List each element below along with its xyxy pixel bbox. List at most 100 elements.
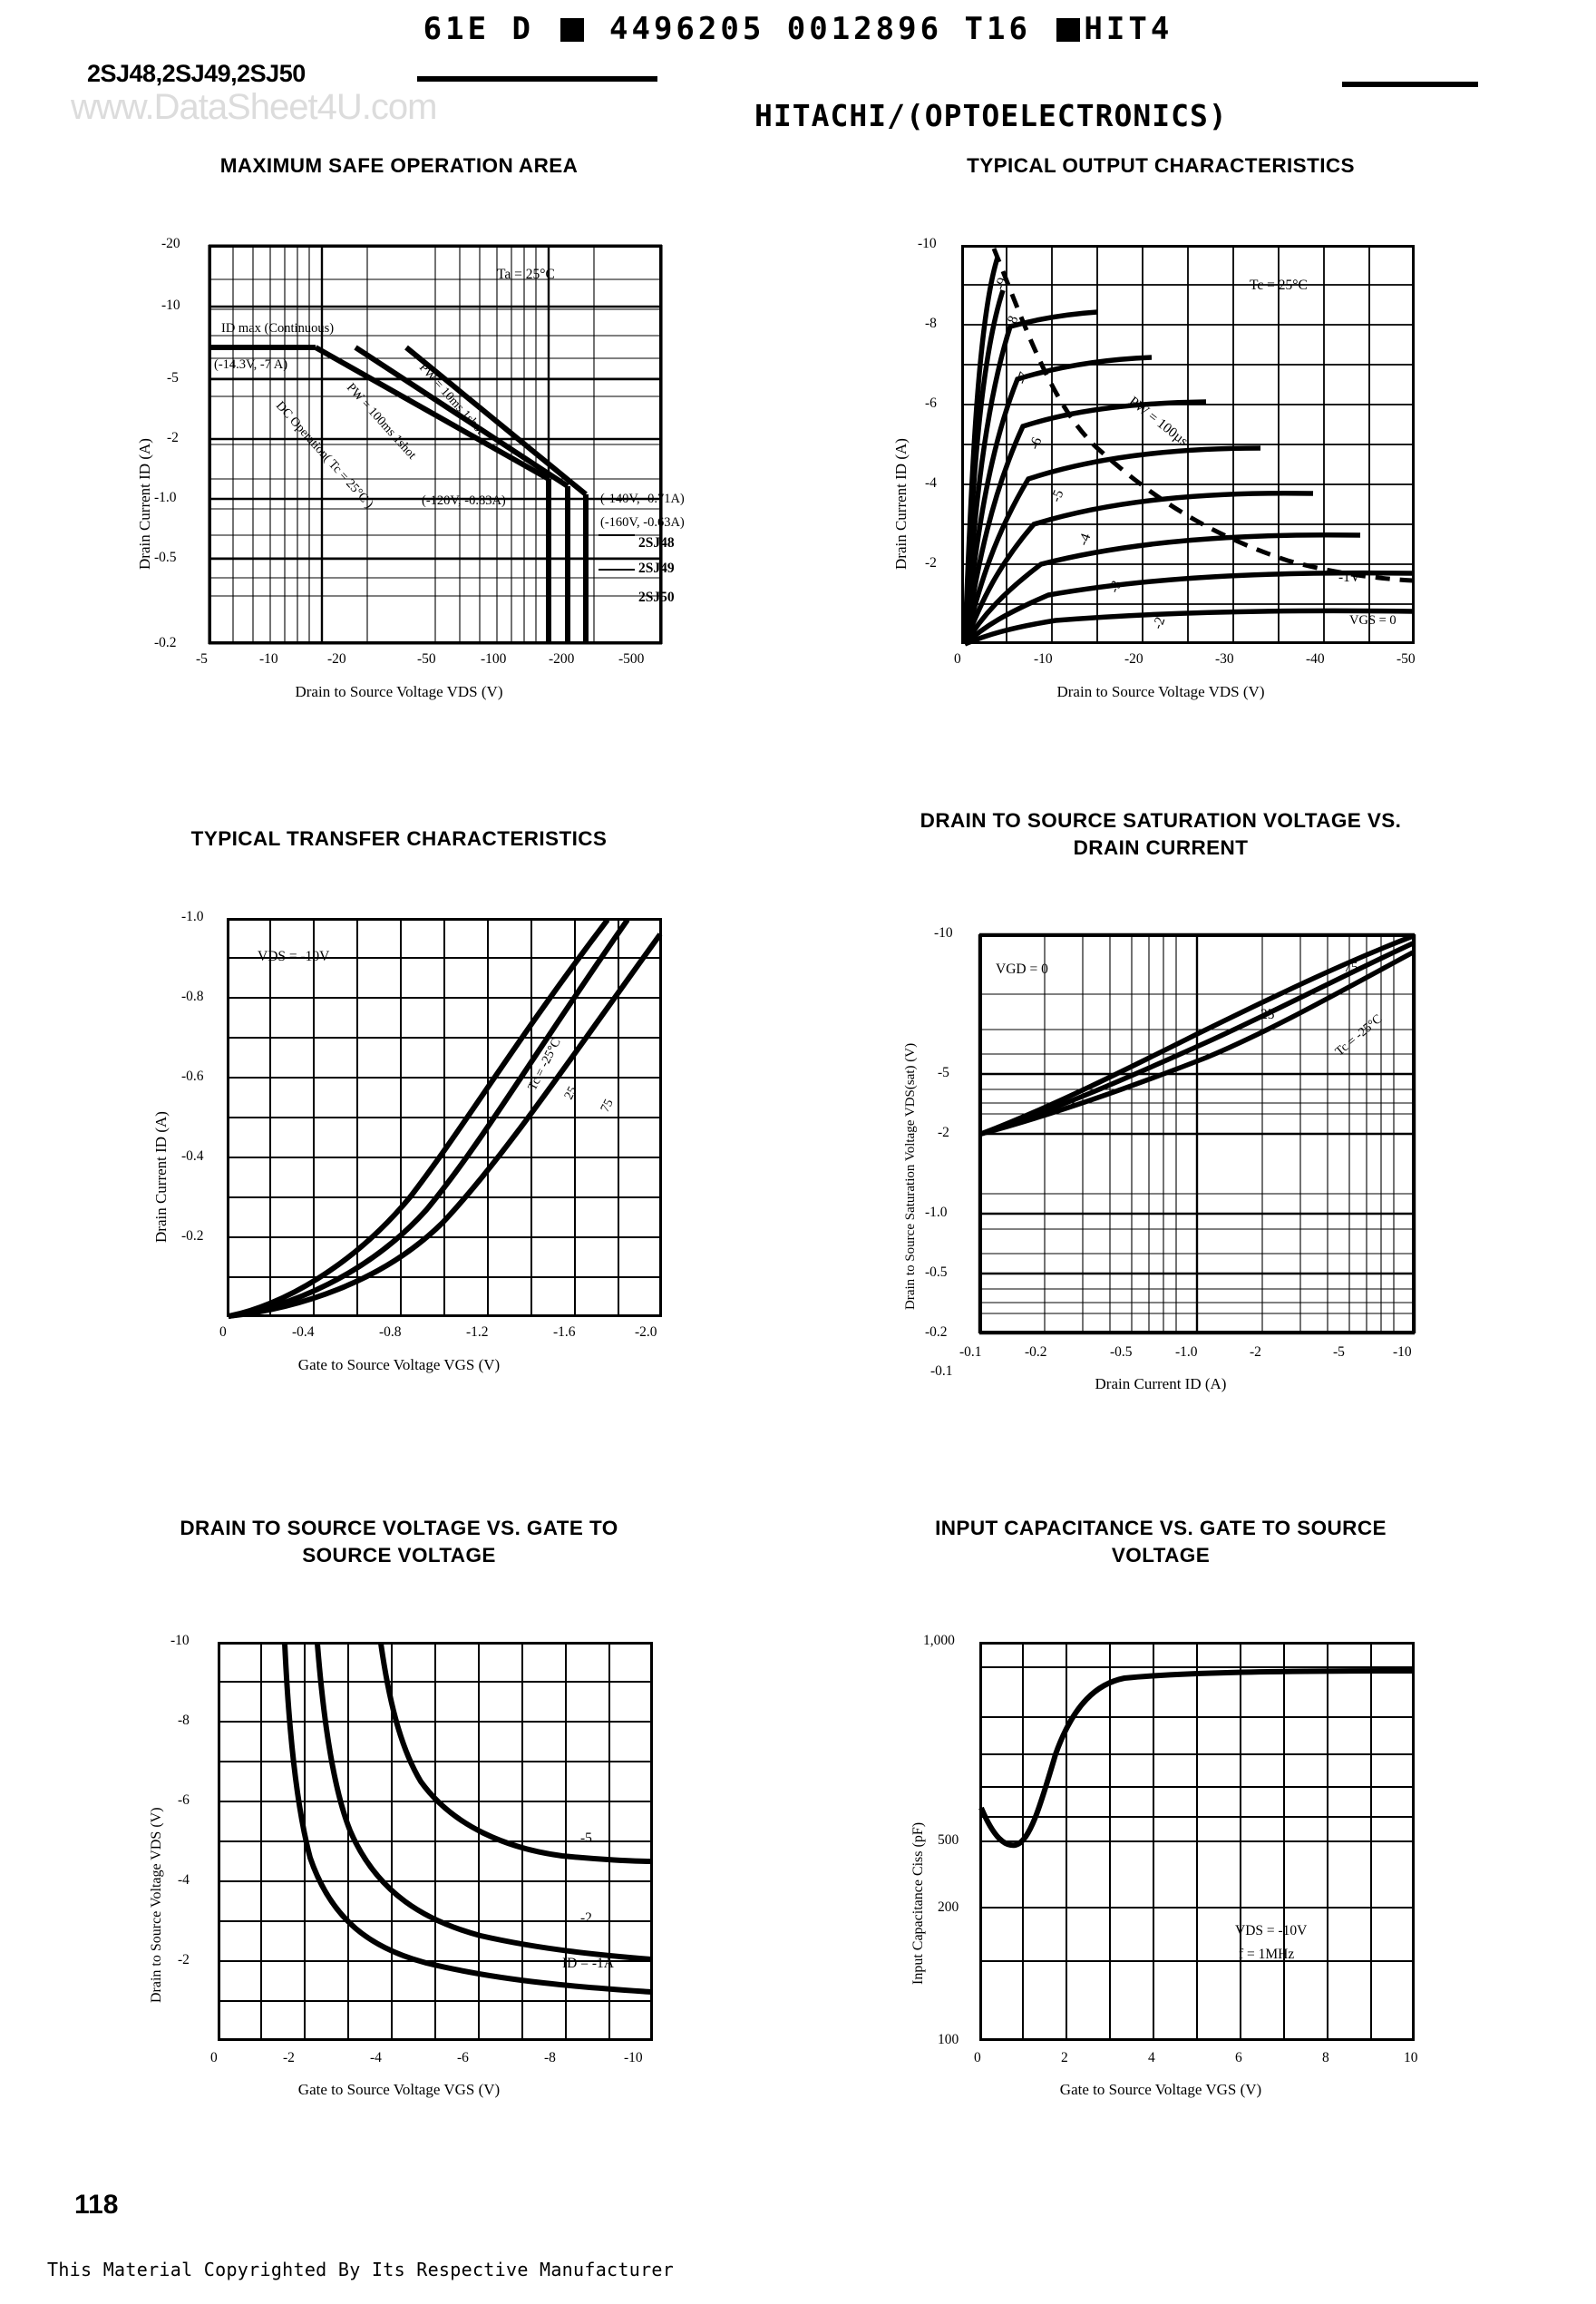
curve-label-2sj48: 2SJ48 [638, 535, 675, 551]
y-tick: -8 [925, 316, 937, 331]
y-tick: -2 [167, 430, 179, 445]
y-tick: -2 [925, 555, 937, 571]
plot-svg [227, 918, 663, 1319]
y-tick: -0.5 [925, 1264, 948, 1280]
curve-label-id-1a: ID = -1A [562, 1956, 614, 1971]
x-tick: 0 [210, 2050, 218, 2065]
annotation-vds: VDS = -10V [258, 949, 330, 964]
figure-typical-output-characteristics: TYPICAL OUTPUT CHARACTERISTICS [816, 152, 1505, 700]
annotation-point-14v: (-14.3V, -7 A) [214, 357, 288, 372]
y-tick: -0.2 [154, 635, 177, 650]
annotation-vds: VDS = -10V [1235, 1923, 1308, 1938]
x-tick: -200 [549, 651, 575, 667]
figure-title: DRAIN TO SOURCE SATURATION VOLTAGE VS. D… [920, 809, 1402, 859]
annotation-temperature: Tc = 25°C [1250, 278, 1308, 293]
x-tick: -1.2 [466, 1324, 489, 1340]
y-tick: -0.2 [925, 1324, 948, 1340]
x-tick: -100 [481, 651, 507, 667]
y-tick: -6 [178, 1792, 190, 1808]
annotation-point-160v: (-160V, -0.63A) [600, 515, 685, 530]
x-tick: -10 [1393, 1344, 1412, 1360]
x-tick: 10 [1404, 2050, 1418, 2065]
annotation-vgd: VGD = 0 [996, 962, 1048, 977]
figure-drain-source-voltage-vs-gate-source-voltage: DRAIN TO SOURCE VOLTAGE VS. GATE TO SOUR… [54, 1515, 744, 2098]
watermark: www.DataSheet4U.com [71, 87, 437, 127]
y-tick: 500 [938, 1832, 959, 1848]
curve-label-id-5a: -5 [580, 1831, 592, 1846]
y-tick: 1,000 [923, 1633, 955, 1648]
figure-maximum-safe-operation-area: MAXIMUM SAFE OPERATION AREA [54, 152, 744, 700]
y-tick: -1.0 [181, 909, 204, 924]
x-tick: -50 [417, 651, 436, 667]
figure-title: DRAIN TO SOURCE VOLTAGE VS. GATE TO SOUR… [180, 1517, 618, 1567]
annotation-id-max: ID max (Continuous) [221, 321, 335, 336]
plot-svg [978, 932, 1416, 1335]
y-tick: -1.0 [154, 490, 177, 505]
plot-svg [218, 1642, 653, 2041]
figure-input-capacitance: INPUT CAPACITANCE VS. GATE TO SOURCE VOL… [816, 1515, 1505, 2098]
plot-svg [978, 1642, 1415, 2041]
curve-label-vgs-1: -1V [1338, 570, 1361, 585]
annotation-point-140v: (-140V, -0.71A) [600, 492, 685, 506]
y-tick: -0.4 [181, 1148, 204, 1164]
x-tick: -500 [618, 651, 645, 667]
curve-label-2sj50: 2SJ50 [638, 590, 675, 605]
plot-area: Drain Current ID (A) -1.0 -0.8 -0.6 -0.4… [54, 853, 744, 1373]
y-tick: 100 [938, 2032, 959, 2047]
x-tick: -2.0 [635, 1324, 657, 1340]
plot-svg [208, 244, 663, 645]
x-axis-label: Gate to Source Voltage VGS (V) [1059, 2081, 1262, 2098]
y-tick: -4 [178, 1872, 190, 1888]
x-tick: 4 [1148, 2050, 1155, 2065]
x-tick: -5 [196, 651, 208, 667]
part-numbers: 2SJ48,2SJ49,2SJ50 [87, 60, 306, 87]
plot-area: Input Capacitance Ciss (pF) 1,000 500 20… [816, 1577, 1505, 2098]
y-tick: -6 [925, 395, 937, 411]
page-number: 118 [74, 2190, 119, 2220]
brand-logo: HITACHI/(OPTOELECTRONICS) [754, 98, 1228, 133]
x-tick: 0 [974, 2050, 981, 2065]
x-tick: -10 [1034, 651, 1053, 667]
figure-title: TYPICAL OUTPUT CHARACTERISTICS [967, 154, 1355, 177]
x-tick: -5 [1333, 1344, 1345, 1360]
x-tick: -8 [544, 2050, 556, 2065]
y-axis-label: Input Capacitance Ciss (pF) [910, 1821, 926, 1985]
x-tick: -1.0 [1175, 1344, 1198, 1360]
x-tick: -10 [259, 651, 278, 667]
y-tick: -10 [918, 236, 937, 251]
barcode-header-line: 61E D 4496205 0012896 T16 HIT4 [0, 11, 1596, 47]
y-tick: -8 [178, 1713, 190, 1728]
y-tick: -20 [161, 236, 180, 251]
y-tick: -2 [178, 1952, 190, 1967]
copyright-notice: This Material Copyrighted By Its Respect… [47, 2259, 675, 2280]
plot-area: Drain Current ID (A) -10 -8 -6 -4 -2 0 -… [816, 180, 1505, 700]
x-tick: 0 [219, 1324, 227, 1340]
x-tick: 2 [1061, 2050, 1068, 2065]
x-tick: -30 [1215, 651, 1234, 667]
figure-title: TYPICAL TRANSFER CHARACTERISTICS [190, 827, 608, 850]
x-tick: 6 [1235, 2050, 1242, 2065]
curve-label-id-2a: -2 [580, 1910, 592, 1926]
annotation-temperature: Ta = 25°C [497, 267, 555, 282]
barcode-prefix: 61E D [423, 11, 535, 47]
curve-label-vgs-0: VGS = 0 [1349, 613, 1396, 628]
x-tick: -0.1 [959, 1344, 982, 1360]
y-tick: -0.1 [930, 1363, 953, 1379]
x-axis-label: Drain to Source Voltage VDS (V) [1056, 683, 1265, 700]
x-tick: -0.2 [1025, 1344, 1047, 1360]
x-axis-label: Gate to Source Voltage VGS (V) [297, 1356, 501, 1373]
x-tick: -0.8 [379, 1324, 402, 1340]
y-axis-label: Drain to Source Voltage VDS (V) [149, 1807, 164, 2003]
barcode-block-icon [560, 18, 584, 42]
plot-svg [961, 245, 1415, 647]
x-tick: -20 [1124, 651, 1143, 667]
figure-title: MAXIMUM SAFE OPERATION AREA [219, 154, 579, 177]
y-tick: -5 [167, 370, 179, 386]
barcode-suffix: HIT4 [1084, 11, 1173, 47]
x-tick: -10 [624, 2050, 643, 2065]
x-tick: -20 [327, 651, 346, 667]
y-tick: 200 [938, 1899, 959, 1915]
x-tick: 0 [954, 651, 961, 667]
barcode-block-icon-2 [1056, 18, 1081, 42]
y-tick: -10 [934, 925, 953, 941]
